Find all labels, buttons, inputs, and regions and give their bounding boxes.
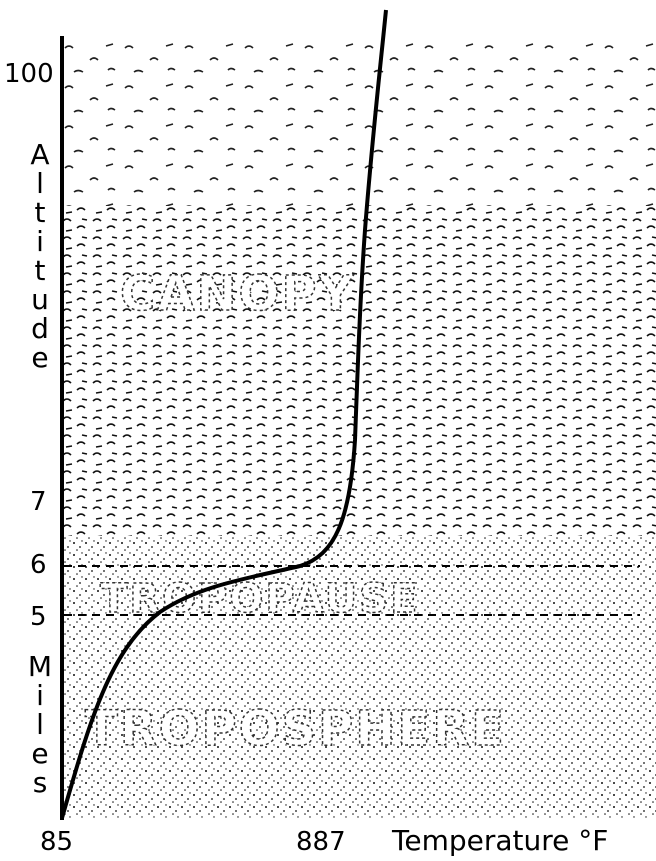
x-axis-label: Temperature °F [391,824,608,857]
y-axis-label: Altitude [24,138,57,370]
y-tick-label: 7 [30,487,47,517]
x-tick-label: 85 [40,827,73,857]
y-tick-label: 6 [30,550,47,580]
y-tick-label: 5 [30,602,47,632]
y-tick-label: 100 [4,59,54,89]
sky-texture [64,36,656,206]
troposphere-texture [64,536,656,818]
canopy-texture [64,206,656,536]
temperature-curve [60,9,388,819]
region-label: TROPOPAUSE [100,576,419,622]
region-label: TROPOSPHERE [85,701,506,757]
y-axis-label: Miles [24,650,57,795]
region-label: CANOPY [120,266,355,322]
x-tick-label: 887 [296,827,346,857]
